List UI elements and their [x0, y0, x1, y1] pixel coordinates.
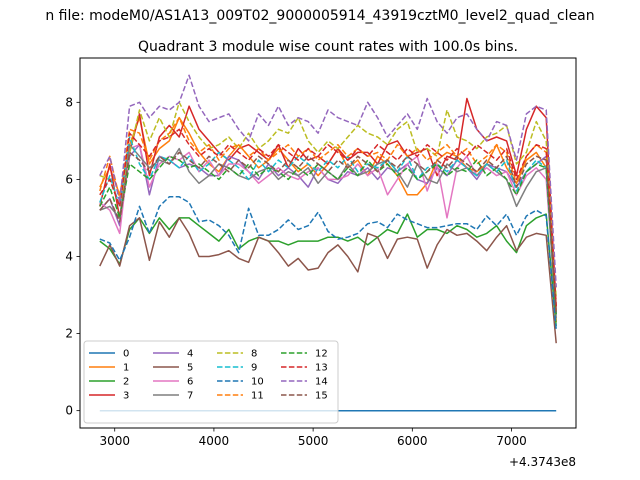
legend-label-12: 12	[315, 349, 328, 360]
legend-label-6: 6	[187, 377, 193, 388]
y-tick-label: 6	[65, 172, 73, 186]
series-line-15	[99, 151, 557, 315]
legend-frame	[83, 340, 339, 424]
series-line-11	[99, 116, 557, 311]
series-line-12	[99, 155, 557, 315]
series-line-3	[99, 97, 557, 307]
series-line-1	[99, 116, 557, 323]
series-line-14	[99, 74, 557, 288]
y-tick-label: 4	[65, 249, 73, 263]
series-line-13	[99, 128, 557, 307]
legend-label-13: 13	[315, 363, 328, 374]
legend-label-2: 2	[123, 377, 129, 388]
series-line-10	[99, 196, 557, 330]
y-tick-label: 8	[65, 95, 73, 109]
legend-label-14: 14	[315, 377, 328, 388]
x-tick-label: 7000	[496, 434, 527, 448]
plot-frame	[79, 57, 577, 429]
legend-label-8: 8	[251, 349, 257, 360]
legend-label-7: 7	[187, 391, 193, 402]
legend-label-9: 9	[251, 363, 257, 374]
chart-suptitle: n file: modeM0/AS1A13_009T02_9000005914_…	[45, 8, 594, 24]
series-line-8	[99, 101, 557, 299]
series-line-2	[99, 213, 557, 326]
legend-label-11: 11	[251, 391, 264, 402]
series-line-9	[99, 136, 557, 315]
series-line-6	[99, 143, 557, 315]
plot-series	[99, 74, 557, 412]
legend-label-1: 1	[123, 363, 129, 374]
x-tick-label: 3000	[99, 434, 130, 448]
legend-label-0: 0	[123, 349, 129, 360]
x-axis: 3000 4000 5000 6000 7000	[99, 428, 527, 448]
x-offset-text: +4.3743e8	[509, 455, 576, 469]
legend-label-4: 4	[187, 349, 193, 360]
legend-label-3: 3	[123, 391, 129, 402]
y-axis: 0 2 4 6 8	[65, 95, 80, 418]
y-tick-label: 2	[65, 327, 73, 341]
x-tick-label: 4000	[199, 434, 230, 448]
legend-label-15: 15	[315, 391, 328, 402]
legend-label-10: 10	[251, 377, 264, 388]
y-tick-label: 0	[65, 404, 73, 418]
x-tick-label: 5000	[298, 434, 329, 448]
x-tick-label: 6000	[397, 434, 428, 448]
chart-title: Quadrant 3 module wise count rates with …	[138, 39, 518, 55]
legend-label-5: 5	[187, 363, 193, 374]
series-line-5	[99, 217, 557, 344]
